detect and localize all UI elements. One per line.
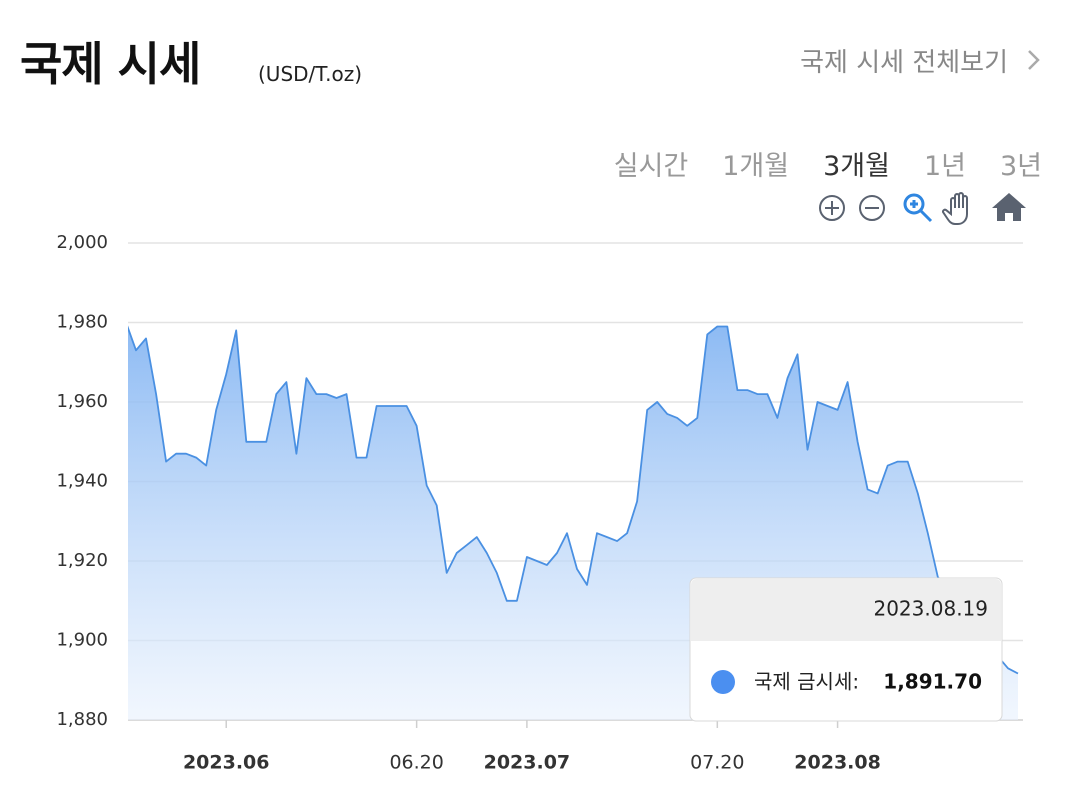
range-tabs: 실시간 1개월 3개월 1년 3년 <box>614 144 1042 183</box>
x-tick-label: 2023.06 <box>183 752 270 774</box>
tooltip-date: 2023.08.19 <box>873 597 988 621</box>
range-tab[interactable]: 3개월 <box>823 151 890 182</box>
tooltip-value: 1,891.70 <box>883 670 982 694</box>
zoom-out[interactable] <box>859 195 885 221</box>
y-tick-label: 1,980 <box>56 312 108 333</box>
unit: (USD/T.oz) <box>258 62 363 86</box>
y-tick-label: 1,880 <box>56 709 108 730</box>
tooltip-header <box>691 579 1001 641</box>
x-tick-label: 06.20 <box>389 752 443 774</box>
line <box>128 325 1019 675</box>
chevron[interactable] <box>1026 48 1042 72</box>
range-tab[interactable]: 3년 <box>999 151 1042 182</box>
y-tick-label: 1,940 <box>56 471 108 492</box>
x-tick-label: 2023.07 <box>484 752 571 774</box>
y-tick-label: 1,900 <box>56 630 108 651</box>
range-tab[interactable]: 1년 <box>923 151 966 182</box>
pan[interactable] <box>942 192 968 225</box>
tooltip-name: 국제 금시세: <box>754 670 859 694</box>
range-tab[interactable]: 1개월 <box>722 151 790 182</box>
zoom-select[interactable] <box>903 193 933 223</box>
home[interactable] <box>992 193 1026 221</box>
x-tick-label: 07.20 <box>690 752 744 774</box>
y-tick-label: 1,920 <box>56 550 108 571</box>
tooltip: 2023.08.19 국제 금시세: 1,891.70 <box>689 577 1003 722</box>
y-tick-label: 1,960 <box>56 391 108 412</box>
page-title: 국제 시세 <box>20 37 201 91</box>
toolbar <box>819 192 1026 225</box>
view-all-link[interactable]: 국제 시세 전체보기 <box>800 48 1008 78</box>
y-tick-label: 2,000 <box>56 232 108 253</box>
zoom-in[interactable] <box>819 195 845 221</box>
range-tab[interactable]: 실시간 <box>613 151 689 182</box>
x-tick-label: 2023.08 <box>794 752 881 774</box>
tooltip-dot <box>711 670 735 694</box>
